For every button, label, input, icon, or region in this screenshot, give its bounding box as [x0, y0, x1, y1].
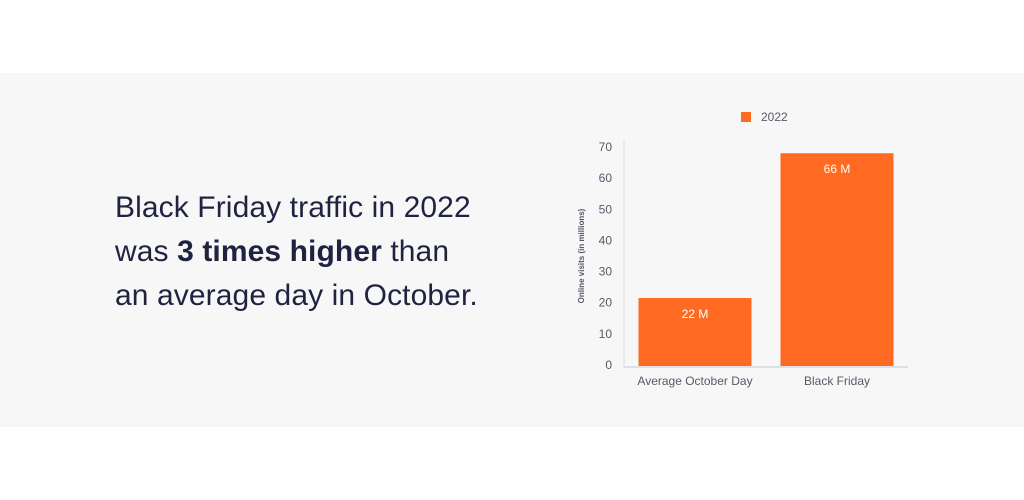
- headline-line-1: Black Friday traffic in 2022: [115, 191, 471, 224]
- y-tick-label: 60: [599, 171, 613, 185]
- y-tick-label: 40: [599, 233, 613, 247]
- y-tick-label: 10: [599, 327, 613, 341]
- legend-label: 2022: [761, 110, 788, 124]
- bar: [780, 153, 894, 366]
- y-tick-label: 0: [605, 358, 612, 372]
- bar-data-label: 66 M: [824, 162, 851, 176]
- y-tick-label: 50: [599, 202, 613, 216]
- headline-line-3: an average day in October.: [115, 279, 478, 312]
- x-tick-label: Black Friday: [804, 374, 870, 388]
- headline: Black Friday traffic in 2022 was 3 times…: [115, 186, 535, 318]
- x-axis: Average October Day Black Friday: [624, 366, 908, 388]
- bars: 22 M 66 M: [638, 153, 894, 366]
- bar: [638, 298, 752, 366]
- x-tick-label: Average October Day: [637, 374, 752, 388]
- bar-data-label: 22 M: [682, 307, 709, 321]
- headline-emphasis: 3 times higher: [177, 235, 382, 268]
- y-axis: 0 10 20 30 40 50 60 70 Online visits (in million…: [577, 140, 625, 372]
- y-tick-label: 20: [599, 296, 613, 310]
- y-axis-title: Online visits (in millions): [577, 208, 586, 303]
- headline-line-2-pre: was: [115, 235, 178, 268]
- headline-line-2-post: than: [381, 235, 450, 268]
- chart-legend: 2022: [741, 110, 788, 124]
- legend-swatch: [741, 112, 751, 122]
- bar-chart: 2022 0 10 20 30 40 50 60 70 Online visits (in mi…: [577, 110, 908, 388]
- headline-line-2: was 3 times higher than: [115, 230, 535, 274]
- y-tick-label: 70: [599, 140, 613, 154]
- y-tick-label: 30: [599, 265, 613, 279]
